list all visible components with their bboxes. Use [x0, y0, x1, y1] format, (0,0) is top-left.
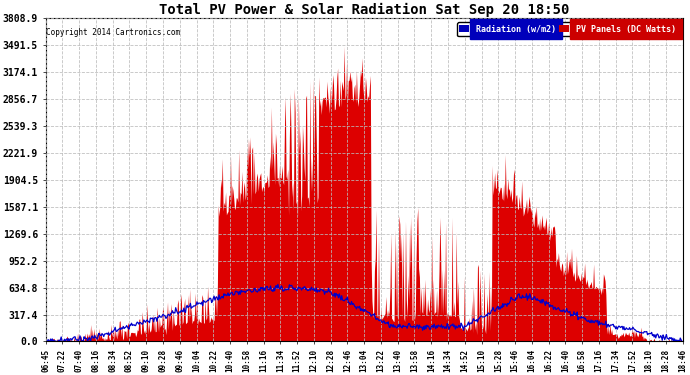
Title: Total PV Power & Solar Radiation Sat Sep 20 18:50: Total PV Power & Solar Radiation Sat Sep…	[159, 3, 569, 17]
Text: Copyright 2014 Cartronics.com: Copyright 2014 Cartronics.com	[46, 28, 180, 37]
Legend: Radiation (w/m2), PV Panels (DC Watts): Radiation (w/m2), PV Panels (DC Watts)	[457, 22, 678, 36]
